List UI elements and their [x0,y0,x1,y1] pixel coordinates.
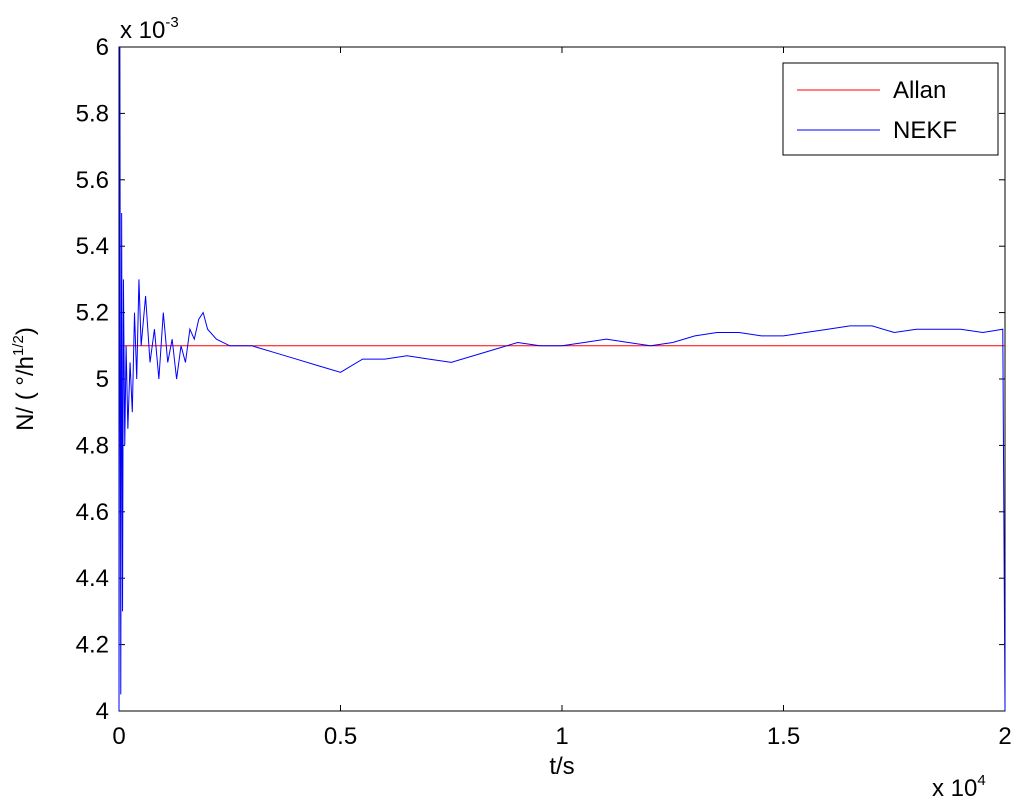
x-tick-label: 0 [112,723,125,750]
y-tick-label: 6 [96,34,109,61]
y-tick-label: 4.2 [76,632,109,659]
y-axis-label: N/ ( °/h1/2) [10,327,39,431]
y-label-sup: 1/2 [10,335,27,356]
x-tick-label: 1.5 [767,723,800,750]
y-tick-label: 4.6 [76,499,109,526]
x-tick-label: 1 [555,723,568,750]
x-tick-label: 2 [998,723,1011,750]
y-mult-exp: -3 [165,14,178,31]
series-line [118,46,1006,712]
y-tick-label: 4.8 [76,432,109,459]
legend-label: NEKF [893,117,957,144]
y-tick-label: 4 [96,698,109,725]
y-tick-label: 5.2 [76,300,109,327]
y-multiplier: x 10-3 [120,14,179,44]
y-mult-base: x 10 [120,17,165,44]
y-tick-label: 5.4 [76,233,109,260]
x-mult-exp: 4 [977,772,985,789]
x-axis-label: t/s [549,753,574,780]
y-tick-label: 5.8 [76,100,109,127]
x-tick-label: 0.5 [324,723,357,750]
y-label-text: N/ ( °/h [12,356,39,431]
legend-label: Allan [893,77,946,104]
x-multiplier: x 104 [932,772,986,802]
y-label-tail: ) [12,327,39,335]
y-tick-label: 4.4 [76,565,109,592]
x-mult-base: x 10 [932,775,977,802]
y-tick-label: 5 [96,366,109,393]
y-tick-label: 5.6 [76,167,109,194]
legend-box [782,62,999,156]
